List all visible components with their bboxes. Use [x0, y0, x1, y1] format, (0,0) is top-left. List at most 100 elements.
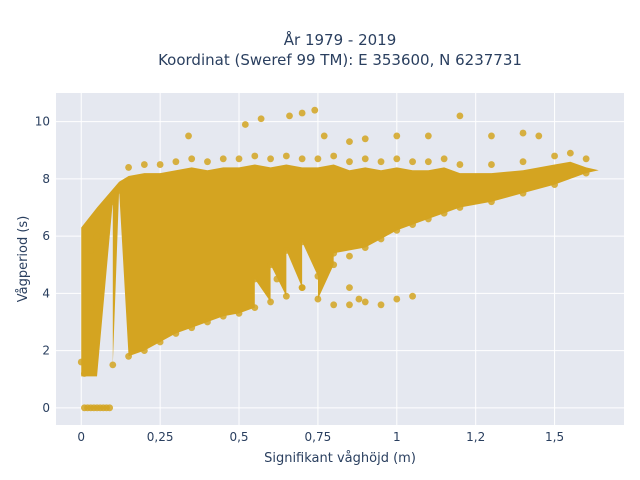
y-tick-label: 8 — [42, 172, 50, 186]
scatter-point — [346, 158, 353, 166]
scatter-point — [298, 238, 306, 246]
scatter-point — [172, 330, 180, 337]
scatter-point — [409, 292, 416, 300]
scatter-point — [87, 247, 95, 254]
scatter-point — [84, 275, 91, 283]
scatter-point — [115, 186, 123, 194]
scatter-point — [314, 155, 322, 163]
y-axis-ticks: 0 2 4 6 8 10 — [35, 115, 50, 415]
scatter-point — [257, 115, 265, 123]
scatter-point — [361, 298, 369, 306]
y-tick-label: 4 — [42, 286, 50, 300]
scatter-point — [355, 295, 363, 303]
scatter-point — [140, 161, 148, 168]
scatter-point — [282, 292, 290, 300]
scatter-point — [551, 181, 558, 188]
scatter-point — [424, 158, 432, 166]
scatter-point — [251, 304, 259, 312]
scatter-point — [106, 404, 114, 412]
chart-title-line-2: Koordinat (Sweref 99 TM): E 353600, N 62… — [158, 51, 522, 69]
scatter-point — [330, 249, 338, 257]
scatter-point — [566, 149, 574, 157]
scatter-point — [519, 158, 527, 166]
scatter-point — [109, 361, 117, 369]
scatter-point — [241, 121, 249, 128]
scatter-point — [346, 252, 353, 260]
dense-point-cloud — [81, 161, 599, 377]
scatter-point — [282, 152, 290, 160]
x-tick-label: 1,2 — [466, 430, 485, 444]
scatter-point — [84, 332, 91, 340]
scatter-point — [156, 161, 164, 168]
scatter-point — [77, 358, 85, 366]
scatter-point — [185, 132, 192, 140]
point-cloud-body — [81, 161, 599, 377]
scatter-point — [314, 295, 322, 303]
scatter-point — [172, 158, 180, 166]
scatter-point — [361, 244, 369, 251]
scatter-point — [582, 169, 590, 177]
scatter-point — [582, 155, 590, 163]
y-axis-title: Vågperiod (s) — [16, 216, 31, 303]
scatter-point — [188, 155, 196, 163]
scatter-point — [109, 198, 117, 206]
scatter-point — [188, 324, 196, 332]
scatter-point — [519, 189, 527, 197]
scatter-point — [488, 132, 495, 140]
scatter-point — [393, 295, 401, 303]
scatter-point — [81, 370, 88, 377]
scatter-point — [125, 164, 132, 171]
scatter-point — [488, 161, 495, 168]
x-axis-ticks: 0 0,25 0,5 0,75 1 1,2 1,5 — [77, 430, 564, 444]
scatter-point — [330, 261, 338, 269]
scatter-point — [377, 235, 385, 243]
scatter-point — [424, 132, 432, 140]
scatter-point — [267, 155, 274, 163]
scatter-point — [519, 129, 527, 137]
scatter-point — [330, 152, 338, 160]
scatter-point — [456, 112, 464, 120]
scatter-point — [393, 155, 401, 163]
x-axis-title: Signifikant våghöjd (m) — [264, 451, 416, 466]
scatter-point — [424, 215, 432, 223]
scatter-point — [488, 198, 495, 206]
scatter-point — [103, 218, 110, 226]
scatter-point — [298, 109, 306, 117]
scatter-point — [311, 106, 319, 114]
scatter-point — [93, 232, 101, 240]
scatter-point — [235, 155, 243, 163]
scatter-point — [251, 152, 259, 160]
scatter-point — [346, 284, 353, 292]
scatter-point — [219, 155, 227, 163]
scatter-point — [440, 209, 448, 217]
scatter-point — [298, 155, 306, 163]
scatter-point — [456, 161, 464, 168]
y-tick-label: 0 — [42, 401, 50, 415]
scatter-point — [87, 304, 95, 312]
scatter-points — [77, 106, 590, 412]
scatter-point — [377, 158, 385, 166]
x-tick-label: 1,5 — [545, 430, 564, 444]
scatter-point — [267, 298, 274, 306]
scatter-point — [125, 352, 132, 360]
scatter-point — [377, 301, 385, 309]
scatter-point — [346, 138, 353, 146]
chart-title-line-1: År 1979 - 2019 — [284, 30, 397, 49]
scatter-point — [273, 275, 281, 283]
scatter-point — [535, 132, 543, 140]
x-tick-label: 0 — [77, 430, 85, 444]
scatter-point — [251, 275, 259, 283]
y-tick-label: 10 — [35, 115, 50, 129]
y-tick-label: 6 — [42, 229, 50, 243]
scatter-point — [235, 309, 243, 317]
x-tick-label: 0,25 — [147, 430, 174, 444]
scatter-point — [361, 155, 369, 163]
scatter-point — [282, 247, 290, 254]
scatter-point — [361, 135, 369, 143]
scatter-point — [346, 301, 353, 309]
scatter-point — [204, 318, 211, 326]
scatter-point — [409, 158, 416, 166]
scatter-point — [320, 132, 328, 140]
scatter-point — [440, 155, 448, 163]
